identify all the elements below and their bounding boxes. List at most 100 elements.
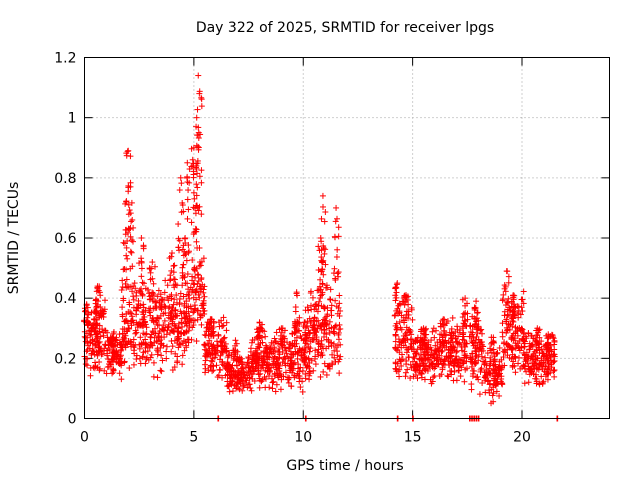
data-point: [297, 346, 304, 353]
data-point: [197, 288, 204, 295]
data-point: [180, 261, 187, 268]
data-point: [520, 300, 527, 307]
data-point: [128, 218, 135, 225]
data-point: [317, 323, 324, 330]
data-point: [499, 297, 506, 304]
data-point: [161, 317, 168, 324]
data-point: [403, 311, 410, 318]
data-point: [495, 372, 502, 379]
data-point: [193, 114, 200, 121]
data-point: [447, 368, 454, 375]
data-point: [400, 336, 407, 343]
data-point: [207, 364, 214, 371]
data-point: [321, 327, 328, 334]
data-point: [315, 267, 322, 274]
data-point: [243, 377, 250, 384]
data-point: [170, 282, 177, 289]
data-point: [174, 358, 181, 365]
data-point: [139, 291, 146, 298]
data-point: [475, 376, 482, 383]
data-point: [205, 321, 212, 328]
data-point: [175, 335, 182, 342]
data-point: [104, 352, 111, 359]
data-point: [184, 215, 191, 222]
data-point: [192, 210, 199, 217]
data-point: [188, 163, 195, 170]
data-point: [184, 159, 191, 166]
data-point: [477, 345, 484, 352]
data-point: [149, 275, 156, 282]
data-point: [182, 235, 189, 241]
data-point: [522, 356, 529, 363]
data-point: [393, 326, 400, 333]
data-point: [431, 355, 438, 362]
data-point: [471, 305, 478, 312]
data-point: [332, 277, 339, 284]
data-point: [282, 369, 289, 376]
data-point: [127, 233, 134, 240]
data-point: [141, 319, 148, 326]
data-point: [217, 352, 224, 359]
data-point: [312, 347, 319, 354]
data-point: [94, 338, 101, 345]
data-point: [276, 365, 283, 372]
data-point: [218, 349, 225, 356]
data-point: [138, 235, 145, 241]
data-point: [472, 347, 479, 354]
data-point: [188, 336, 195, 343]
data-point: [179, 323, 186, 330]
data-point: [525, 329, 532, 336]
data-point: [534, 325, 541, 332]
data-point: [197, 314, 204, 321]
data-point: [158, 352, 165, 359]
data-point: [227, 378, 234, 385]
data-point: [392, 344, 399, 351]
data-point: [460, 360, 467, 367]
data-point: [503, 329, 510, 336]
data-point: [499, 320, 506, 327]
data-point: [166, 303, 173, 310]
data-point: [165, 305, 172, 312]
data-point: [540, 359, 547, 366]
data-point: [545, 339, 552, 346]
data-point: [163, 343, 170, 350]
data-point: [190, 317, 197, 324]
data-point: [94, 283, 101, 290]
data-point: [89, 340, 96, 347]
data-point: [330, 270, 337, 277]
data-point: [229, 388, 236, 395]
data-point: [119, 277, 126, 284]
data-point: [482, 354, 489, 361]
data-point: [168, 337, 175, 344]
data-point: [305, 307, 312, 314]
data-point: [318, 349, 325, 356]
data-point: [170, 263, 177, 270]
data-point: [396, 300, 403, 307]
data-point: [425, 345, 432, 352]
data-point: [459, 331, 466, 338]
data-point: [140, 301, 147, 308]
data-point: [319, 291, 326, 298]
data-point: [536, 361, 543, 368]
data-point: [311, 314, 318, 321]
data-point: [201, 341, 208, 348]
data-point: [252, 347, 259, 354]
data-point: [403, 292, 410, 299]
data-point: [93, 288, 100, 295]
data-point: [327, 296, 334, 303]
data-point: [545, 363, 552, 370]
data-point: [393, 307, 400, 314]
data-point: [523, 335, 530, 342]
data-point: [125, 188, 132, 195]
data-point: [479, 330, 486, 337]
data-point: [89, 345, 96, 352]
data-point: [505, 321, 512, 328]
data-point: [181, 330, 188, 337]
data-point: [506, 326, 513, 333]
data-point: [159, 326, 166, 333]
data-point: [505, 311, 512, 318]
data-point: [483, 366, 490, 373]
data-point: [145, 356, 152, 363]
data-point: [219, 359, 226, 366]
data-point: [177, 174, 184, 181]
